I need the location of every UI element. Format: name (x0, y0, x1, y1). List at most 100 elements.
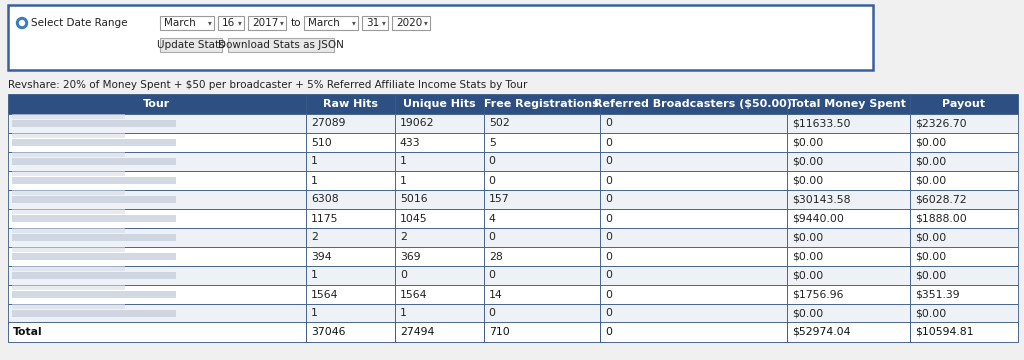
Text: Select Date Range: Select Date Range (31, 18, 128, 28)
FancyBboxPatch shape (910, 247, 1018, 266)
FancyBboxPatch shape (600, 209, 786, 228)
FancyBboxPatch shape (8, 304, 306, 323)
Text: 5016: 5016 (399, 194, 427, 204)
FancyBboxPatch shape (600, 304, 786, 323)
FancyBboxPatch shape (8, 5, 873, 70)
FancyBboxPatch shape (483, 209, 600, 228)
FancyBboxPatch shape (8, 285, 306, 304)
Text: 16: 16 (222, 18, 236, 28)
Circle shape (16, 18, 28, 28)
Text: 28: 28 (488, 252, 503, 261)
Text: 710: 710 (488, 327, 510, 337)
Text: 0: 0 (488, 270, 496, 280)
Text: 19062: 19062 (399, 118, 434, 129)
FancyBboxPatch shape (600, 322, 786, 342)
FancyBboxPatch shape (12, 120, 176, 127)
Text: 4: 4 (488, 213, 496, 224)
Text: 5: 5 (488, 138, 496, 148)
FancyBboxPatch shape (160, 38, 222, 52)
FancyBboxPatch shape (910, 209, 1018, 228)
FancyBboxPatch shape (910, 190, 1018, 209)
FancyBboxPatch shape (910, 94, 1018, 114)
Text: 0: 0 (605, 252, 612, 261)
Text: $0.00: $0.00 (914, 309, 946, 319)
FancyBboxPatch shape (306, 171, 395, 190)
FancyBboxPatch shape (392, 16, 430, 30)
FancyBboxPatch shape (12, 134, 125, 138)
Text: to: to (291, 18, 301, 28)
FancyBboxPatch shape (12, 247, 125, 252)
FancyBboxPatch shape (12, 171, 125, 176)
Text: Update Stats: Update Stats (158, 40, 225, 50)
Text: 0: 0 (488, 233, 496, 243)
Text: 0: 0 (605, 138, 612, 148)
Text: 369: 369 (399, 252, 421, 261)
FancyBboxPatch shape (395, 266, 483, 285)
FancyBboxPatch shape (395, 190, 483, 209)
FancyBboxPatch shape (483, 171, 600, 190)
Text: 1: 1 (311, 270, 317, 280)
Text: $9440.00: $9440.00 (792, 213, 844, 224)
Circle shape (19, 21, 25, 26)
Text: $0.00: $0.00 (914, 138, 946, 148)
Text: $30143.58: $30143.58 (792, 194, 850, 204)
FancyBboxPatch shape (304, 16, 358, 30)
FancyBboxPatch shape (12, 229, 125, 233)
Text: $0.00: $0.00 (914, 157, 946, 166)
FancyBboxPatch shape (12, 196, 176, 203)
Text: $52974.04: $52974.04 (792, 327, 850, 337)
Text: ▾: ▾ (280, 18, 284, 27)
FancyBboxPatch shape (8, 228, 306, 247)
Text: 1: 1 (311, 309, 317, 319)
FancyBboxPatch shape (306, 322, 395, 342)
Text: 0: 0 (605, 175, 612, 185)
Text: 14: 14 (488, 289, 503, 300)
Text: $2326.70: $2326.70 (914, 118, 967, 129)
FancyBboxPatch shape (160, 16, 214, 30)
FancyBboxPatch shape (786, 228, 910, 247)
FancyBboxPatch shape (395, 322, 483, 342)
FancyBboxPatch shape (395, 247, 483, 266)
FancyBboxPatch shape (395, 304, 483, 323)
FancyBboxPatch shape (600, 285, 786, 304)
FancyBboxPatch shape (8, 266, 306, 285)
FancyBboxPatch shape (910, 322, 1018, 342)
FancyBboxPatch shape (306, 133, 395, 152)
FancyBboxPatch shape (218, 16, 244, 30)
FancyBboxPatch shape (483, 322, 600, 342)
Text: ▾: ▾ (238, 18, 242, 27)
FancyBboxPatch shape (12, 305, 125, 309)
Text: $6028.72: $6028.72 (914, 194, 967, 204)
FancyBboxPatch shape (306, 304, 395, 323)
Text: 1: 1 (399, 175, 407, 185)
FancyBboxPatch shape (786, 266, 910, 285)
FancyBboxPatch shape (483, 304, 600, 323)
FancyBboxPatch shape (483, 94, 600, 114)
Text: 1: 1 (311, 157, 317, 166)
FancyBboxPatch shape (8, 322, 306, 342)
Text: $0.00: $0.00 (792, 270, 823, 280)
Text: 37046: 37046 (311, 327, 345, 337)
FancyBboxPatch shape (12, 210, 125, 214)
Text: 157: 157 (488, 194, 509, 204)
FancyBboxPatch shape (8, 247, 306, 266)
FancyBboxPatch shape (12, 272, 176, 279)
Text: 433: 433 (399, 138, 421, 148)
Text: 0: 0 (605, 270, 612, 280)
FancyBboxPatch shape (8, 171, 306, 190)
FancyBboxPatch shape (306, 190, 395, 209)
FancyBboxPatch shape (306, 152, 395, 171)
FancyBboxPatch shape (8, 133, 306, 152)
FancyBboxPatch shape (786, 114, 910, 133)
FancyBboxPatch shape (786, 133, 910, 152)
Text: Raw Hits: Raw Hits (323, 99, 378, 109)
FancyBboxPatch shape (600, 171, 786, 190)
FancyBboxPatch shape (8, 152, 306, 171)
FancyBboxPatch shape (12, 114, 125, 119)
FancyBboxPatch shape (910, 152, 1018, 171)
Text: $351.39: $351.39 (914, 289, 959, 300)
FancyBboxPatch shape (786, 190, 910, 209)
Text: $0.00: $0.00 (792, 233, 823, 243)
Text: Download Stats as JSON: Download Stats as JSON (218, 40, 344, 50)
Text: $11633.50: $11633.50 (792, 118, 850, 129)
